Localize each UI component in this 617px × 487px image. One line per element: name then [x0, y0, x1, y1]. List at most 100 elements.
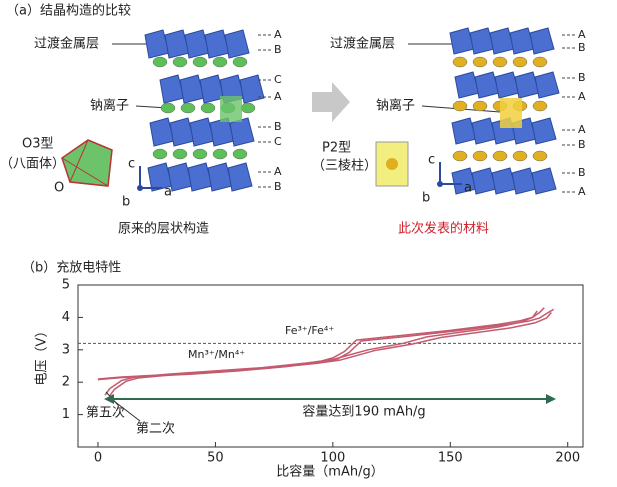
octahedron-tile	[529, 27, 555, 55]
sodium-ion	[452, 150, 468, 162]
stack-letter: B	[274, 43, 282, 56]
axis-label: a	[164, 185, 172, 200]
sodium-ion	[200, 102, 216, 114]
label-bg	[266, 402, 462, 422]
octahedron-tile	[229, 117, 255, 147]
stack-letter: A	[578, 123, 586, 136]
transition-arrow	[312, 82, 350, 122]
octahedron-tile	[449, 27, 475, 55]
octahedron-tile	[509, 27, 535, 55]
octahedron-tile	[184, 29, 210, 59]
pointer	[109, 397, 141, 422]
sodium-ion	[172, 56, 188, 68]
stack-letter: B	[578, 138, 586, 151]
octahedron-tile	[227, 162, 253, 192]
annotation: Mn³⁺/Mn⁴⁺	[188, 348, 245, 361]
octahedron-tile	[179, 74, 205, 104]
octahedron-tile	[534, 71, 560, 99]
octahedron-tile	[454, 71, 480, 99]
sodium-ion	[212, 56, 228, 68]
octahedron-tile	[187, 162, 213, 192]
x-axis-label: 比容量（mAh/g）	[276, 464, 383, 480]
octahedron	[61, 139, 113, 187]
octahedron-tile	[144, 29, 170, 59]
ion-label: 钠离子	[90, 98, 129, 114]
octahedron-tile	[224, 29, 250, 59]
stack-letter: A	[274, 165, 282, 178]
x-tick-label: 100	[320, 451, 345, 466]
stack-letter: B	[578, 166, 586, 179]
type-label: P2型	[322, 141, 351, 156]
curve	[104, 310, 538, 396]
axis-label: b	[122, 195, 130, 210]
octahedron-tile	[169, 117, 195, 147]
sodium-ion	[212, 148, 228, 160]
octahedron-tile	[471, 167, 497, 195]
octahedron-tile	[471, 117, 497, 145]
panel-a-title: （a）结晶构造的比较	[6, 3, 131, 19]
octahedron-tile	[149, 117, 175, 147]
sodium-ion	[512, 150, 528, 162]
y-tick-label: 5	[62, 278, 70, 293]
sodium-ion	[152, 56, 168, 68]
octahedron-tile	[207, 162, 233, 192]
y-axis-label: 电压（V）	[35, 325, 50, 386]
octahedron-edge	[69, 139, 89, 183]
octahedron-tile	[531, 167, 557, 195]
sodium-ion	[192, 148, 208, 160]
stack-letter: A	[578, 28, 586, 41]
sodium-ion	[452, 56, 468, 68]
caption: 此次发表的材料	[398, 221, 489, 237]
octahedron-tile	[451, 117, 477, 145]
axis-origin	[437, 181, 443, 187]
highlight	[220, 96, 242, 122]
sodium-ion	[492, 56, 508, 68]
stack-letter: A	[578, 185, 586, 198]
octahedron-tile	[494, 71, 520, 99]
axis-origin	[137, 185, 143, 191]
axis-label: a	[464, 181, 472, 196]
x-tick-label: 50	[207, 451, 224, 466]
x-tick-label: 0	[94, 451, 102, 466]
sodium-ion	[532, 56, 548, 68]
sodium-ion	[532, 100, 548, 112]
origin-label: O	[54, 181, 64, 196]
octahedron-tile	[491, 167, 517, 195]
sodium-ion	[472, 100, 488, 112]
sodium-ion	[452, 100, 468, 112]
plot-frame	[77, 284, 584, 448]
type-sub: （八面体）	[0, 157, 65, 172]
annotation: 第二次	[136, 421, 175, 437]
octahedron-tile	[239, 74, 265, 104]
sodium-ion	[532, 150, 548, 162]
ion-label: 钠离子	[376, 98, 415, 114]
sodium-ion	[172, 148, 188, 160]
annotation: 第五次	[86, 405, 125, 421]
octahedron-tile	[189, 117, 215, 147]
octahedron-tile	[531, 117, 557, 145]
x-tick-label: 150	[438, 451, 463, 466]
y-tick-label: 2	[62, 375, 70, 390]
octahedron-tile	[489, 27, 515, 55]
axis-label: c	[128, 157, 135, 172]
x-tick-label: 200	[555, 451, 580, 466]
octahedron-tile	[204, 29, 230, 59]
octahedron-tile	[209, 117, 235, 147]
prism-ion	[386, 158, 398, 170]
sodium-ion	[492, 150, 508, 162]
octahedron-edge	[61, 157, 109, 187]
type-sub: （三棱柱）	[312, 158, 377, 174]
octahedron-tile	[159, 74, 185, 104]
chart-title: （b）充放电特性	[22, 260, 121, 276]
sodium-ion	[160, 102, 176, 114]
sodium-ion	[180, 102, 196, 114]
octahedron-tile	[511, 167, 537, 195]
curve	[109, 312, 552, 397]
octahedron-tile	[469, 27, 495, 55]
octahedron-tile	[514, 71, 540, 99]
stack-letter: A	[274, 28, 282, 41]
arrow-head	[104, 394, 114, 404]
stack-letter: A	[578, 90, 586, 103]
stack-letter: B	[274, 180, 282, 193]
